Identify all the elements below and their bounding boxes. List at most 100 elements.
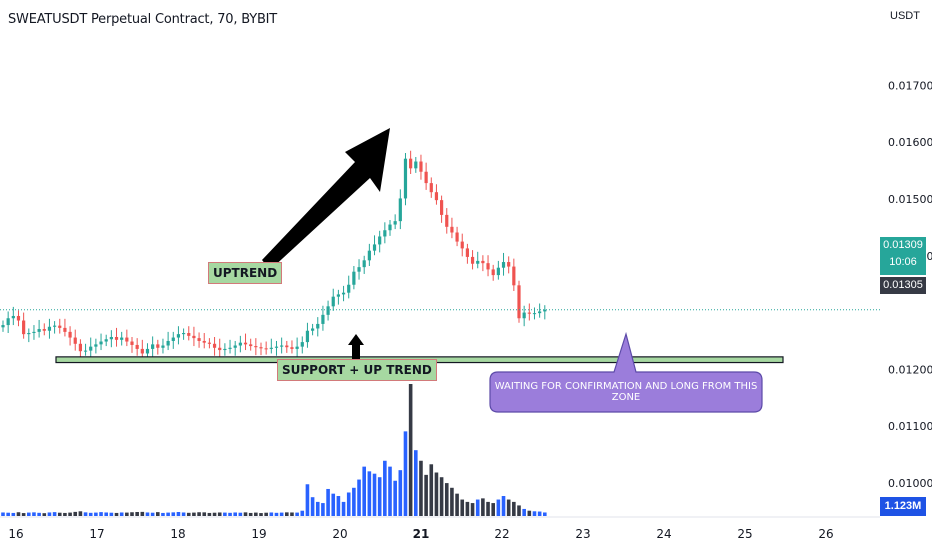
candle-body <box>496 267 500 276</box>
volume-bar <box>150 512 155 516</box>
y-tick-label: 0.01000 <box>888 477 932 490</box>
volume-bar <box>94 512 98 516</box>
candle-countdown: 10:06 <box>889 256 917 268</box>
volume-bar <box>285 512 289 516</box>
candle-body <box>187 333 191 336</box>
volume-bar <box>42 513 47 516</box>
volume-bar <box>372 473 377 516</box>
candle-body <box>393 221 397 225</box>
volume-badge: 1.123M <box>880 497 926 516</box>
candle-body <box>367 250 371 261</box>
candle-body <box>434 192 439 201</box>
volume-bar <box>439 477 444 516</box>
volume-bar <box>181 512 186 516</box>
candle-body <box>501 262 506 268</box>
candle-body <box>486 263 490 270</box>
volume-bar <box>259 513 263 516</box>
candle-body <box>378 236 382 245</box>
candle-body <box>331 296 335 307</box>
candle-body <box>182 333 186 335</box>
volume-bar <box>197 512 201 516</box>
candle-body <box>388 224 392 231</box>
volume-bar <box>300 510 305 516</box>
candle-body <box>403 158 408 199</box>
candle-body <box>445 214 449 227</box>
candle-body <box>372 244 377 251</box>
volume-bar <box>414 450 418 516</box>
x-tick-label: 18 <box>170 527 185 541</box>
candle-body <box>171 337 175 341</box>
candle-body <box>321 314 325 324</box>
candle-body <box>300 342 304 347</box>
candle-body <box>151 344 155 349</box>
candle-body <box>362 260 366 268</box>
candle-body <box>94 344 98 347</box>
volume-bar <box>434 472 439 516</box>
volume-bar <box>398 470 403 516</box>
candle-body <box>465 248 469 257</box>
candle-body <box>476 260 480 264</box>
axes: 0.017000.016000.015000.014000.012000.011… <box>8 79 932 541</box>
candle-body <box>145 348 150 354</box>
candle-body <box>32 331 36 334</box>
candle-body <box>27 333 31 335</box>
candle-body <box>83 350 88 352</box>
candle-body <box>16 315 21 321</box>
candle-body <box>527 312 531 314</box>
volume-bar <box>290 512 294 516</box>
candle-body <box>166 340 170 346</box>
callout-box <box>489 331 763 413</box>
volume-bar <box>475 499 480 516</box>
volume-bar <box>202 512 207 516</box>
volume-bar <box>377 477 382 516</box>
price-unit: USDT <box>890 10 920 22</box>
volume-bar <box>11 512 16 516</box>
volume-bar <box>326 488 330 516</box>
volume-bar <box>305 484 310 516</box>
candle-body <box>135 344 139 349</box>
candle-body <box>538 311 542 314</box>
candle-body <box>285 345 289 348</box>
volume-bar <box>321 503 325 516</box>
candle-body <box>512 266 516 286</box>
candle-body <box>53 325 57 327</box>
volume-bar <box>99 512 103 516</box>
candle-body <box>311 328 315 331</box>
volume-bar <box>429 464 434 516</box>
candle-body <box>233 345 237 348</box>
candle-body <box>161 345 165 348</box>
candle-body <box>259 347 263 349</box>
current-price: 0.01309 <box>883 239 923 251</box>
volume-bar <box>192 512 196 516</box>
candle-body <box>295 346 299 349</box>
candle-body <box>414 161 418 169</box>
volume-bar <box>63 512 67 516</box>
y-tick-label: 0.01200 <box>888 363 932 376</box>
candle-body <box>269 347 273 349</box>
volume-bar <box>37 512 41 516</box>
candle-body <box>341 292 346 295</box>
volume-bar <box>27 512 31 516</box>
candle-body <box>264 348 268 350</box>
volume-bar <box>470 503 475 516</box>
volume-bar <box>135 512 139 516</box>
candle-body <box>336 294 340 297</box>
candle-body <box>419 161 423 172</box>
uptrend-label: UPTREND <box>208 262 283 284</box>
candle-body <box>450 226 454 233</box>
volume-bar <box>156 512 160 516</box>
candle-body <box>228 347 232 349</box>
volume-bar <box>450 487 454 516</box>
volume-bar <box>346 492 351 516</box>
volume-bar <box>310 497 315 516</box>
volume-bar <box>465 501 470 516</box>
volume-bar <box>233 512 237 516</box>
volume-bar <box>491 503 495 516</box>
volume-bar <box>140 511 145 516</box>
volume-bar <box>145 512 150 516</box>
candle-body <box>140 348 144 354</box>
volume-bar <box>264 512 268 516</box>
candle-body <box>42 329 46 331</box>
candle-body <box>104 339 108 342</box>
